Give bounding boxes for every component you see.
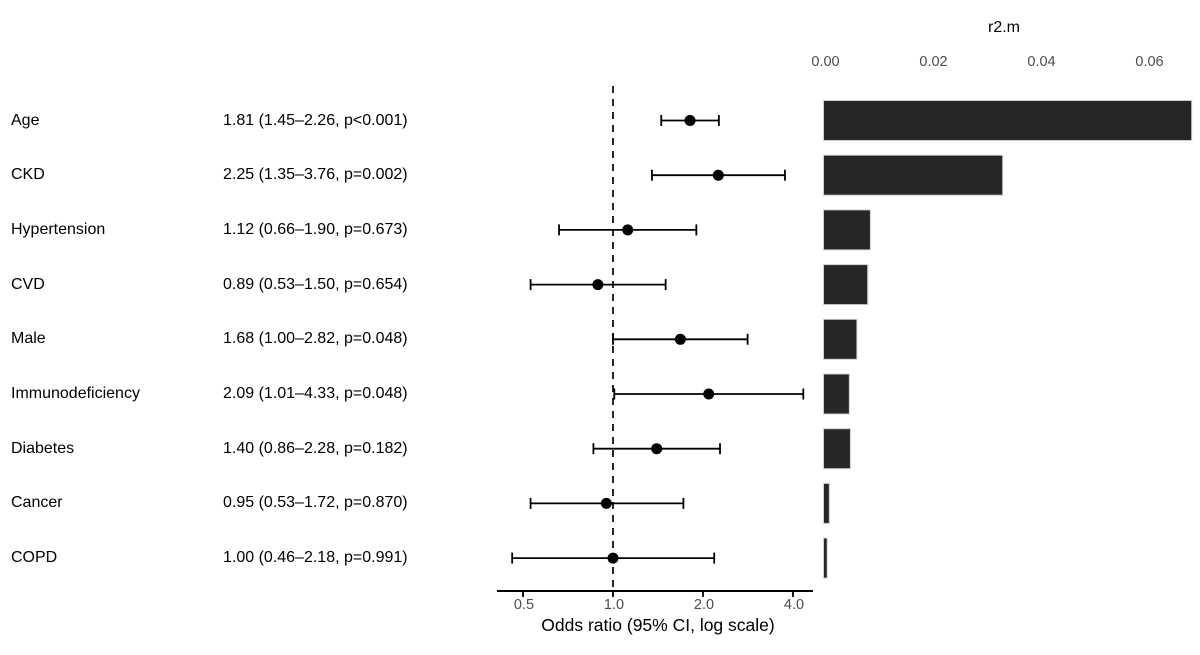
r2-bar	[823, 428, 851, 470]
row-estimate: 0.95 (0.53–1.72, p=0.870)	[223, 494, 408, 512]
r2-tick-label: 0.04	[1027, 54, 1056, 70]
r2-bar	[823, 537, 828, 579]
or-point	[592, 279, 604, 291]
row-label: Immunodeficiency	[11, 385, 140, 402]
row-estimate: 2.25 (1.35–3.76, p=0.002)	[223, 166, 408, 184]
or-point	[600, 497, 612, 509]
r2-bar	[823, 264, 869, 306]
row-estimate: 1.00 (0.46–2.18, p=0.991)	[223, 549, 408, 567]
row-label: CVD	[11, 275, 45, 293]
r2-bar	[823, 209, 871, 251]
r2-tick-label: 0.00	[811, 54, 840, 70]
or-point	[607, 552, 619, 564]
row-estimate: 2.09 (1.01–4.33, p=0.048)	[223, 385, 408, 402]
or-point	[622, 224, 634, 236]
or-point	[674, 333, 686, 345]
or-point	[712, 169, 724, 181]
row-label: Cancer	[11, 494, 63, 512]
or-tick-label: 1.0	[603, 597, 625, 613]
row-label: Hypertension	[11, 220, 106, 238]
or-tick-label: 4.0	[783, 597, 805, 613]
r2-bar	[823, 154, 1004, 196]
or-point	[651, 443, 663, 455]
r2-bar	[823, 100, 1193, 141]
row-label: Age	[11, 111, 40, 129]
row-estimate: 0.89 (0.53–1.50, p=0.654)	[223, 275, 408, 293]
row-estimate: 1.81 (1.45–2.26, p<0.001)	[223, 111, 408, 129]
row-label: Male	[11, 330, 46, 348]
row-label: COPD	[11, 549, 58, 567]
row-label: CKD	[11, 166, 45, 184]
row-estimate: 1.68 (1.00–2.82, p=0.048)	[223, 330, 408, 348]
or-tick-label: 2.0	[693, 597, 715, 613]
r2-tick-label: 0.02	[919, 54, 948, 70]
r2-bar	[823, 373, 850, 415]
or-point	[684, 115, 696, 126]
r2-bar	[823, 318, 858, 360]
r2-axis-title: r2.m	[988, 19, 1020, 36]
or-point	[703, 388, 715, 400]
odds-ratio-axis-title: Odds ratio (95% CI, log scale)	[541, 615, 775, 635]
or-tick-label: 0.5	[513, 597, 535, 613]
row-estimate: 1.40 (0.86–2.28, p=0.182)	[223, 439, 408, 457]
row-estimate: 1.12 (0.66–1.90, p=0.673)	[223, 220, 408, 238]
row-label: Diabetes	[11, 439, 75, 457]
r2-tick-label: 0.06	[1135, 54, 1164, 70]
r2-bar	[823, 482, 830, 524]
